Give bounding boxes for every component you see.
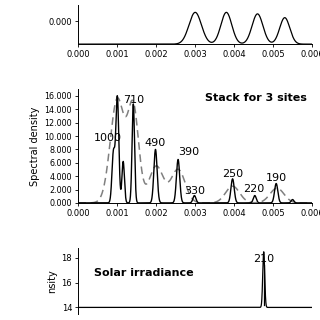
Text: 210: 210 — [253, 254, 274, 264]
Text: Solar irradiance: Solar irradiance — [94, 268, 194, 278]
Y-axis label: nsity: nsity — [47, 269, 57, 293]
Text: 490: 490 — [145, 138, 166, 148]
Text: 390: 390 — [178, 148, 199, 157]
Text: 330: 330 — [184, 186, 205, 196]
Y-axis label: Spectral density: Spectral density — [30, 107, 40, 186]
Text: 250: 250 — [222, 169, 243, 179]
Text: 710: 710 — [123, 95, 144, 105]
Text: 1000: 1000 — [93, 133, 122, 143]
Text: Stack for 3 sites: Stack for 3 sites — [205, 93, 307, 103]
Text: 220: 220 — [243, 184, 264, 194]
Text: 190: 190 — [266, 173, 287, 183]
